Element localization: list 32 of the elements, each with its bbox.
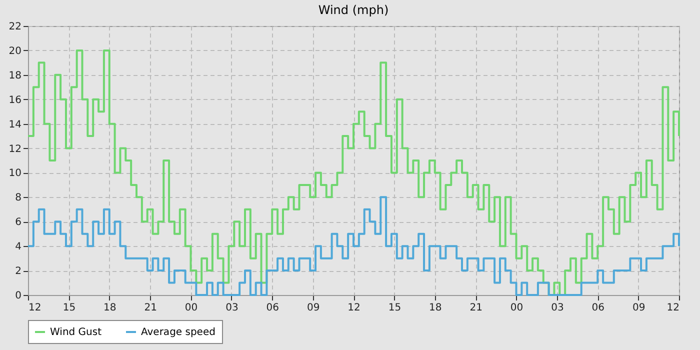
x-tick-label: 12 [348, 302, 360, 314]
y-tick-label: 4 [15, 242, 22, 253]
x-tick-label: 18 [429, 302, 442, 314]
y-tick-label: 2 [15, 266, 22, 278]
x-tick-label: 09 [306, 302, 320, 314]
legend-label: Wind Gust [50, 327, 102, 338]
x-tick-label: 12 [28, 302, 42, 314]
y-tick-label: 20 [8, 46, 22, 57]
x-tick-label: 12 [666, 302, 680, 314]
y-tick-label: 6 [15, 217, 22, 228]
x-tick-label: 06 [592, 302, 604, 314]
x-tick-label: 15 [62, 302, 76, 314]
y-tick-label: 12 [8, 144, 22, 155]
x-tick-label: 09 [632, 302, 646, 314]
x-tick-label: 15 [388, 302, 402, 314]
y-tick-label: 14 [8, 119, 22, 130]
x-tick-label: 03 [226, 302, 238, 314]
y-tick-label: 22 [8, 22, 22, 32]
y-tick-label: 8 [15, 192, 22, 204]
x-tick-label: 18 [104, 302, 116, 314]
y-tick-label: 10 [8, 168, 22, 180]
x-tick-label: 06 [266, 302, 279, 314]
x-tick-label: 21 [144, 302, 157, 314]
y-tick-label: 0 [15, 290, 22, 302]
x-tick-label: 21 [470, 302, 482, 314]
y-tick-label: 16 [8, 94, 22, 106]
x-tick-label: 03 [551, 302, 564, 314]
legend-label: Average speed [141, 327, 216, 338]
x-tick-label: 00 [184, 302, 198, 314]
y-tick-label: 18 [8, 70, 22, 82]
x-tick-label: 00 [510, 302, 524, 314]
chart-title: Wind (mph) [318, 3, 389, 17]
